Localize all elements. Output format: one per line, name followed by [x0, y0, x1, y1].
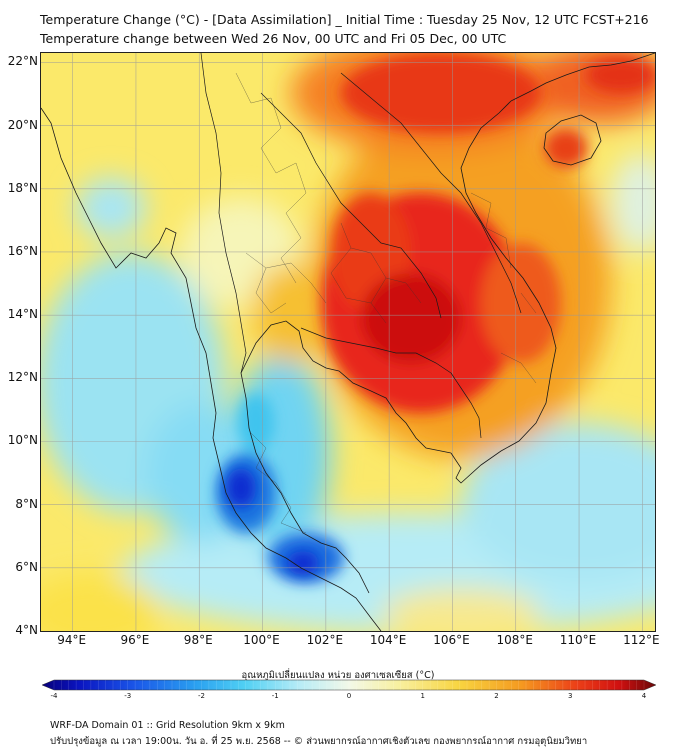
red-north: [341, 53, 541, 133]
colorbar-tick-label: 3: [568, 692, 573, 700]
map-canvas: [41, 53, 655, 631]
lon-tick-label: 106°E: [433, 633, 470, 647]
colorbar-tick-label: 4: [641, 692, 647, 700]
lat-tick-label: 4°N: [15, 623, 38, 637]
lon-tick-label: 96°E: [120, 633, 150, 647]
warm-patch-south: [381, 588, 541, 631]
pale-patch-3: [611, 153, 655, 253]
blue-core-3: [238, 393, 274, 453]
cool-area-north-bay: [76, 178, 146, 238]
lat-tick-label: 14°N: [7, 307, 38, 322]
orange-west-lobe: [251, 263, 331, 363]
lon-tick-label: 112°E: [623, 633, 660, 647]
colorbar-tick-label: 2: [494, 692, 499, 700]
lon-tick-label: 102°E: [306, 633, 344, 647]
lat-tick-label: 6°N: [15, 559, 38, 574]
colorbar-ramp: [42, 679, 656, 691]
province-lines-vietnam: [470, 192, 537, 384]
province-lines-north: [235, 72, 307, 284]
lon-tick-label: 104°E: [369, 633, 407, 647]
cool-area-southeast: [461, 423, 655, 583]
temperature-map: [40, 52, 656, 632]
coast-myanmar: [41, 107, 217, 414]
lat-tick-label: 16°N: [7, 243, 38, 258]
red-hainan: [544, 128, 588, 168]
coast-hainan: [543, 114, 602, 166]
border-cambodia-vietnam: [450, 372, 482, 439]
darkblue-core-2: [287, 551, 319, 575]
lat-tick-label: 18°N: [7, 180, 38, 195]
colorbar-title: อุณหภูมิเปลี่ยนแปลง หน่วย องศาเซลเซียส (…: [241, 670, 435, 681]
colorbar-tick-label: -4: [50, 692, 58, 700]
province-borders: [235, 72, 537, 534]
lat-tick-label: 12°N: [7, 370, 38, 385]
colorbar-tick-label: -2: [198, 692, 205, 700]
map-subtitle: Temperature change between Wed 26 Nov, 0…: [40, 31, 507, 46]
border-myanmar-thailand: [200, 53, 247, 374]
red-east: [481, 243, 561, 363]
deep-red-core: [361, 273, 461, 363]
colorbar: [42, 679, 656, 691]
temperature-field: [41, 53, 655, 631]
lon-tick-label: 100°E: [243, 633, 280, 647]
border-thailand-cambodia: [300, 327, 452, 374]
lat-tick-label: 8°N: [15, 496, 38, 511]
province-lines-northeast: [330, 222, 422, 324]
colorbar-tick-label: 0: [346, 692, 352, 700]
coastlines: [41, 53, 655, 631]
footer-model-info: WRF-DA Domain 01 :: Grid Resolution 9km …: [50, 720, 285, 731]
colorbar-tick-label: -1: [271, 692, 279, 700]
lat-tick-label: 20°N: [7, 117, 38, 132]
province-lines-south: [250, 432, 307, 534]
lat-tick-label: 10°N: [7, 433, 38, 448]
border-laos-vietnam: [340, 72, 522, 314]
coast-peninsula-east: [240, 372, 370, 594]
coast-peninsula-west: [212, 412, 382, 631]
darkblue-core-1: [226, 468, 256, 508]
colorbar-tick-label: -3: [124, 692, 132, 700]
province-lines-central: [245, 252, 327, 314]
coast-china: [510, 53, 655, 102]
lat-tick-label: 22°N: [7, 54, 38, 69]
map-title: Temperature Change (°C) - [Data Assimila…: [40, 12, 649, 27]
colorbar-tick-label: 1: [420, 692, 425, 700]
border-thailand-laos: [260, 92, 442, 319]
national-borders: [200, 53, 522, 439]
lon-tick-label: 94°E: [57, 633, 87, 647]
coast-gulf-top: [240, 320, 452, 454]
lon-tick-label: 98°E: [183, 633, 213, 647]
lon-tick-label: 108°E: [496, 633, 533, 647]
lon-tick-label: 110°E: [559, 633, 597, 647]
warm-patch-sw: [41, 573, 161, 631]
footer-update-info: ปรับปรุงข้อมูล ณ เวลา 19:00น. วัน อ. ที่…: [50, 736, 588, 747]
coast-vietnam-south: [450, 100, 557, 484]
